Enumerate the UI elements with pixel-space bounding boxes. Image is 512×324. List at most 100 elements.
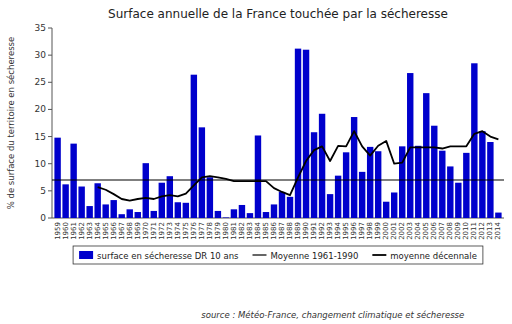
x-tick-label: 1968 xyxy=(126,222,134,240)
x-tick-label: 1989 xyxy=(294,222,302,240)
bar xyxy=(239,205,245,218)
bar xyxy=(70,144,76,218)
bar xyxy=(199,127,205,218)
x-tick-label: 1997 xyxy=(358,222,366,240)
x-tick-label: 1971 xyxy=(150,222,158,240)
x-tick-label: 1999 xyxy=(374,222,382,240)
title: Surface annuelle de la France touchée pa… xyxy=(108,7,448,21)
bar xyxy=(119,214,125,218)
x-tick-label: 1982 xyxy=(238,222,246,240)
legend-frame xyxy=(73,246,483,264)
legend-item: Moyenne 1961-1990 xyxy=(252,251,358,261)
bar xyxy=(231,209,237,218)
reference-line xyxy=(52,179,504,180)
y-tick-label: 0 xyxy=(40,213,46,223)
y-tick-label: 10 xyxy=(35,159,47,169)
y-tick xyxy=(48,163,52,164)
y-tick xyxy=(48,218,52,219)
x-tick-label: 2011 xyxy=(470,222,478,240)
bar xyxy=(423,93,429,218)
x-tick-label: 1992 xyxy=(318,222,326,240)
x-tick-label: 1979 xyxy=(214,222,222,240)
x-tick-label: 2001 xyxy=(390,222,398,240)
bar xyxy=(479,131,485,218)
legend: surface en sécheresse DR 10 ans Moyenne 1… xyxy=(73,246,483,264)
x-tick-label: 1995 xyxy=(342,222,350,240)
bar xyxy=(215,211,221,218)
x-tick-label: 2004 xyxy=(414,221,422,239)
y-tick-label: 30 xyxy=(35,50,47,60)
x-tick-label: 1969 xyxy=(134,222,142,240)
bar xyxy=(495,213,501,218)
y-tick xyxy=(48,28,52,29)
x-tick-label: 1960 xyxy=(62,222,70,240)
bar xyxy=(415,146,421,218)
x-tick-label: 1966 xyxy=(110,221,118,239)
x-tick-label: 1994 xyxy=(334,221,342,239)
y-axis: 05101520253035 xyxy=(35,23,52,223)
x-tick-label: 2008 xyxy=(446,222,454,240)
legend-label: moyenne décennale xyxy=(390,251,477,261)
bar xyxy=(343,152,349,218)
x-tick-label: 1975 xyxy=(182,222,190,240)
y-axis-label: % de surface du territoire en sécheresse xyxy=(6,37,16,210)
x-tick-label: 1990 xyxy=(302,222,310,240)
bar xyxy=(86,206,92,218)
bar xyxy=(311,132,317,218)
chart: Surface annuelle de la France touchée pa… xyxy=(0,0,512,324)
bar xyxy=(102,204,108,218)
x-tick-label: 1962 xyxy=(78,222,86,240)
y-tick-label: 35 xyxy=(35,23,46,33)
bar xyxy=(111,200,117,218)
x-tick-label: 1974 xyxy=(174,221,182,239)
x-tick-label: 2013 xyxy=(486,222,494,240)
bar xyxy=(62,184,68,218)
bar xyxy=(431,126,437,218)
bar xyxy=(135,212,141,218)
bar xyxy=(463,153,469,218)
bar xyxy=(359,172,365,218)
x-tick-label: 2010 xyxy=(462,222,470,240)
bar xyxy=(191,75,197,218)
x-tick-label: 2012 xyxy=(478,222,486,240)
bar xyxy=(327,194,333,218)
plot-area xyxy=(52,49,504,218)
bar xyxy=(255,135,261,218)
bar xyxy=(183,203,189,218)
x-tick-label: 1977 xyxy=(198,222,206,240)
x-axis: 1959196019611962196319641965196619671968… xyxy=(54,221,503,239)
x-tick-label: 1964 xyxy=(94,221,102,239)
y-tick-label: 25 xyxy=(35,77,46,87)
bar xyxy=(151,211,157,218)
y-tick xyxy=(48,82,52,83)
bar xyxy=(247,213,253,218)
bar xyxy=(159,183,165,218)
bar xyxy=(455,183,461,218)
bar xyxy=(319,114,325,218)
y-tick xyxy=(48,136,52,137)
x-tick-label: 1978 xyxy=(206,222,214,240)
bar xyxy=(271,204,277,218)
y-tick-label: 20 xyxy=(35,104,47,114)
x-tick-label: 2003 xyxy=(406,222,414,240)
x-tick-label: 1959 xyxy=(54,222,62,240)
bar xyxy=(375,151,381,218)
bar xyxy=(407,73,413,218)
y-tick-label: 5 xyxy=(40,186,46,196)
x-tick-label: 2014 xyxy=(494,221,502,239)
legend-swatch xyxy=(79,251,93,259)
bar xyxy=(335,176,341,218)
x-tick-label: 1996 xyxy=(350,221,358,239)
bar xyxy=(167,176,173,218)
y-tick xyxy=(48,55,52,56)
bar xyxy=(54,138,60,218)
bar xyxy=(175,202,181,218)
bar xyxy=(447,166,453,218)
legend-label: surface en sécheresse DR 10 ans xyxy=(97,251,239,261)
bar xyxy=(279,192,285,218)
x-tick-label: 1998 xyxy=(366,222,374,240)
legend-swatch xyxy=(372,254,386,256)
x-tick-label: 2006 xyxy=(430,221,438,239)
bar xyxy=(471,63,477,218)
legend-item: moyenne décennale xyxy=(372,251,477,261)
